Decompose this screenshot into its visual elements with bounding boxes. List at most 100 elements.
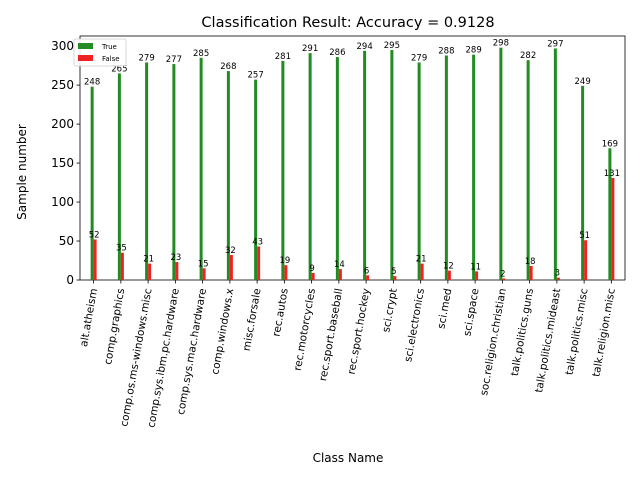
bar-false [502,278,506,280]
data-label-true: 257 [248,71,264,81]
legend-label-false: False [102,55,120,63]
bar-true [226,71,230,281]
data-label-true: 282 [520,51,536,61]
y-tick-label: 200 [51,117,74,131]
y-tick-label: 300 [51,39,74,53]
bar-true [390,50,394,280]
data-label-true: 297 [547,39,563,49]
bar-true [145,62,149,280]
y-axis-label: Sample number [15,124,29,220]
data-label-false: 35 [116,244,127,254]
bar-false [447,270,451,280]
legend-swatch-true [78,43,93,49]
data-label-true: 295 [384,41,400,51]
legend-label-true: True [101,43,117,51]
bar-true [526,60,530,280]
x-tick-label: comp.windows.x [209,287,236,375]
x-tick-label: sci.space [461,287,481,337]
data-label-false: 52 [89,230,100,240]
x-tick-label: talk.politics.mideast [533,287,563,393]
x-tick-label: rec.autos [271,287,291,337]
data-label-false: 43 [252,237,263,247]
bar-true [90,86,94,280]
bar-false [611,177,615,280]
data-label-false: 11 [470,262,481,272]
bar-false [366,275,370,280]
bar-false [338,269,342,280]
x-tick-label: sci.med [435,287,454,329]
x-tick-label: misc.forsale [241,287,264,352]
bar-false [475,271,479,280]
x-tick-label: sci.crypt [380,287,400,333]
data-label-true: 285 [193,49,209,59]
data-label-true: 277 [166,55,182,65]
data-label-true: 281 [275,52,291,62]
data-label-true: 248 [84,78,100,88]
bar-true [581,85,585,280]
bar-true [608,148,612,280]
data-label-true: 294 [357,42,373,52]
legend: True False [73,38,127,67]
x-axis: alt.atheism comp.graphicscomp.os.ms-windo… [78,280,618,429]
data-label-true: 291 [302,44,318,54]
y-axis: 0 50 100 150 200 250 300 [51,39,80,287]
data-label-false: 15 [198,259,209,269]
bar-false [311,272,315,280]
bar-false [120,252,124,280]
data-label-false: 5 [391,267,396,277]
bar-true [254,79,258,280]
bar-true [472,54,476,281]
data-label-false: 21 [143,255,154,265]
bar-false [284,265,288,280]
x-tick-label: rec.sport.baseball [317,287,345,382]
data-label-false: 3 [555,269,560,279]
bar-true [172,64,176,280]
bar-true [444,55,448,281]
data-label-false: 23 [170,253,181,263]
chart-title: Classification Result: Accuracy = 0.9128 [201,15,494,31]
bar-true [117,73,121,280]
x-tick-label: comp.graphics [102,287,127,365]
plot-area [79,35,626,281]
bar-true [308,53,312,280]
bar-true [553,48,557,281]
y-tick-label: 250 [51,78,74,92]
data-label-true: 286 [329,48,345,58]
bar-false [229,255,233,280]
data-label-false: 12 [443,262,454,272]
data-label-false: 19 [279,256,290,266]
data-label-true: 249 [575,77,591,87]
bar-false [93,239,97,280]
y-tick-label: 50 [59,234,74,248]
x-tick-label: rec.motorcycles [292,287,318,371]
data-label-true: 268 [220,62,236,72]
bar-false [420,263,424,280]
bar-false [584,240,588,280]
data-label-true: 289 [466,46,482,56]
data-label-false: 2 [500,269,505,279]
bar-false [257,246,261,280]
x-tick-label: soc.religion.christian [478,287,509,396]
x-tick-label: sci.electronics [402,287,427,363]
data-label-true: 298 [493,39,509,49]
y-tick-label: 0 [66,273,74,287]
bar-true [199,57,203,280]
x-axis-label: Class Name [313,451,384,465]
data-label-false: 51 [579,231,590,241]
data-label-false: 6 [364,266,369,276]
y-tick-label: 150 [51,156,74,170]
x-tick-label: talk.politics.misc [564,287,591,376]
data-label-false: 14 [334,260,345,270]
data-label-false: 9 [309,264,314,274]
legend-swatch-false [78,55,93,61]
bar-false [393,276,397,280]
x-tick-label: talk.politics.guns [509,287,536,377]
bars [90,47,615,281]
data-label-false: 131 [604,169,620,179]
bar-true [335,57,339,280]
data-label-false: 21 [416,255,427,265]
bar-false [556,277,560,280]
bar-true [499,47,503,280]
x-tick-label: rec.sport.hockey [346,287,373,375]
